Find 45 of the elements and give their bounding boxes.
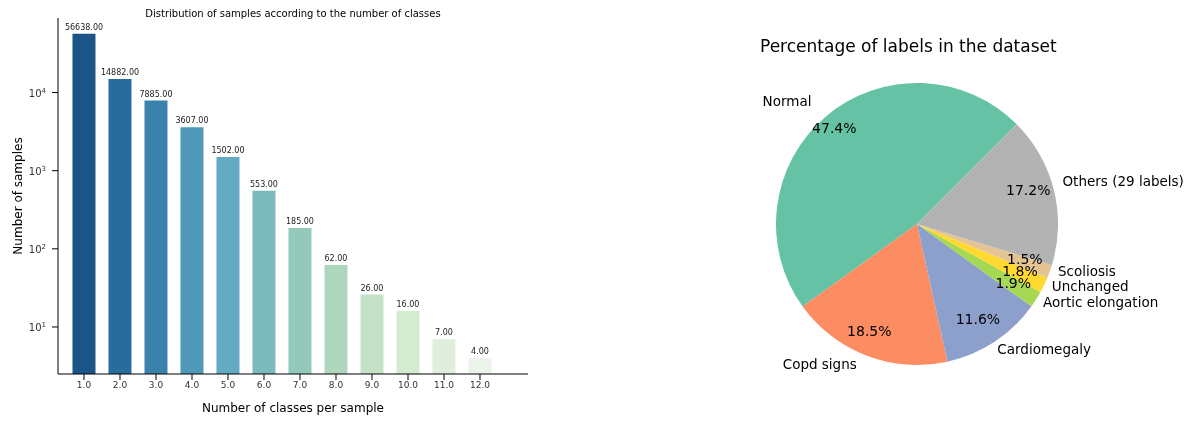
data-label: 4.00 bbox=[471, 347, 489, 357]
data-label: 3607.00 bbox=[175, 116, 209, 126]
x-tick-label: 10.0 bbox=[397, 380, 419, 391]
slice-label: Copd signs bbox=[782, 355, 857, 372]
data-label: 16.00 bbox=[396, 300, 420, 310]
x-tick-label: 12.0 bbox=[469, 380, 491, 391]
data-label: 26.00 bbox=[360, 283, 384, 293]
data-label: 7.00 bbox=[435, 328, 453, 338]
pie-slice bbox=[917, 124, 1058, 266]
slice-label: Normal bbox=[762, 92, 812, 109]
x-tick-label: 3.0 bbox=[148, 380, 164, 391]
x-axis-title: Number of classes per sample bbox=[201, 401, 385, 415]
data-label: 7885.00 bbox=[139, 89, 173, 99]
slice-label: Unchanged bbox=[1051, 278, 1129, 295]
x-tick-label: 5.0 bbox=[220, 380, 236, 391]
data-label: 1.9% bbox=[995, 275, 1032, 292]
data-label: 62.00 bbox=[324, 254, 348, 264]
x-tick-label: 2.0 bbox=[112, 380, 128, 391]
x-tick-label: 6.0 bbox=[256, 380, 272, 391]
data-label: 11.6% bbox=[955, 311, 1001, 328]
chart-title: Percentage of labels in the dataset bbox=[760, 36, 1057, 56]
data-label: 17.2% bbox=[1006, 181, 1051, 198]
x-tick-label: 8.0 bbox=[328, 380, 344, 391]
chart-title: Distribution of samples according to the number of classes bbox=[144, 8, 442, 19]
x-tick-label: 11.0 bbox=[433, 380, 455, 391]
y-tick-label: 10$^{4}$ bbox=[28, 86, 47, 99]
y-tick-label: 10$^{1}$ bbox=[28, 320, 46, 333]
data-label: 47.4% bbox=[812, 119, 857, 136]
y-tick-label: 10$^{3}$ bbox=[28, 164, 46, 177]
x-tick-label: 4.0 bbox=[184, 380, 200, 391]
x-tick-label: 1.0 bbox=[76, 380, 92, 391]
x-tick-label: 9.0 bbox=[364, 380, 380, 391]
data-label: 1502.00 bbox=[211, 145, 245, 155]
slice-label: Scoliosis bbox=[1058, 263, 1116, 280]
slice-label: Others (29 labels) bbox=[1062, 173, 1184, 190]
data-label: 553.00 bbox=[249, 179, 278, 189]
slice-label: Aortic elongation bbox=[1043, 293, 1159, 310]
y-tick-label: 10$^{2}$ bbox=[28, 242, 46, 255]
x-tick-label: 7.0 bbox=[292, 380, 308, 391]
slice-label: Cardiomegaly bbox=[997, 340, 1091, 357]
data-label: 18.5% bbox=[847, 323, 892, 339]
y-axis-title: Number of samples bbox=[11, 137, 26, 255]
data-label: 14882.00 bbox=[100, 68, 140, 78]
data-label: 185.00 bbox=[285, 216, 314, 226]
data-label: 56638.00 bbox=[64, 22, 104, 32]
